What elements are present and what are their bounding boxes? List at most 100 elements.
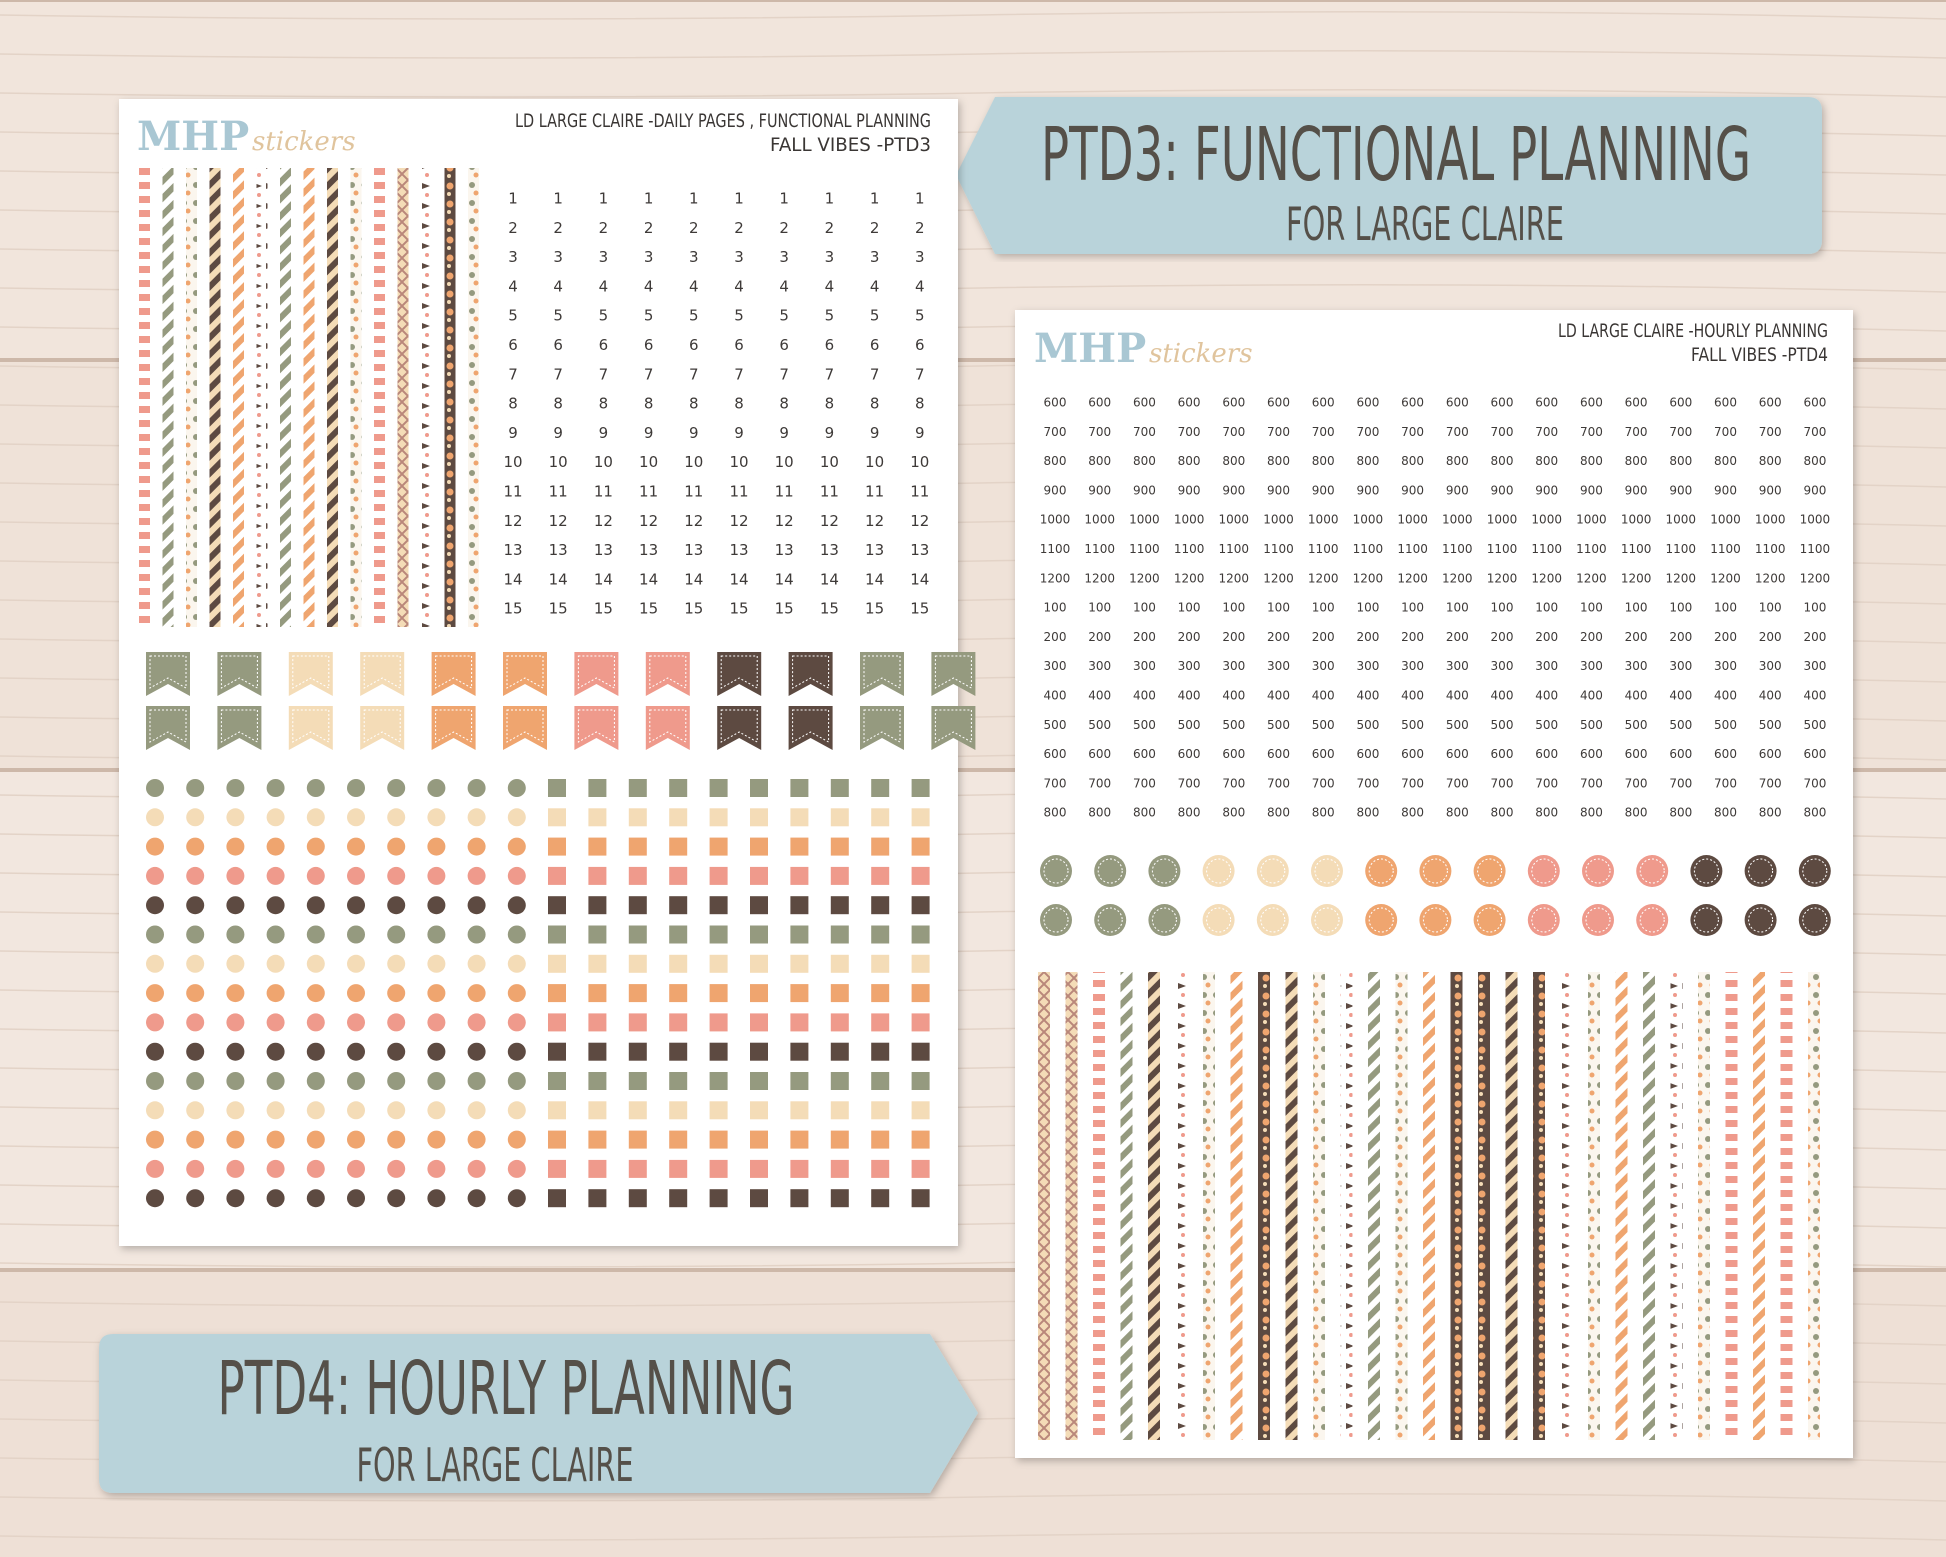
hour-label: 900 xyxy=(1491,483,1514,497)
square-sticker xyxy=(871,1042,890,1061)
square-sticker xyxy=(830,1130,849,1149)
hour-label: 300 xyxy=(1759,659,1782,673)
square-sticker xyxy=(871,1101,890,1120)
hour-label: 1200 xyxy=(1755,571,1786,585)
square-sticker xyxy=(709,954,728,973)
date-number: 2 xyxy=(689,219,699,237)
square-sticker xyxy=(548,837,566,856)
hour-label: 800 xyxy=(1669,454,1692,468)
date-number: 7 xyxy=(553,365,563,383)
dot-sticker xyxy=(347,779,365,797)
date-number: 12 xyxy=(549,512,568,530)
date-number: 9 xyxy=(553,424,563,442)
square-sticker xyxy=(830,837,849,856)
sheet-header: LD LARGE CLAIRE -DAILY PAGES , FUNCTIONA… xyxy=(515,110,931,132)
hour-label: 100 xyxy=(1580,601,1603,615)
hour-label: 800 xyxy=(1044,806,1067,820)
date-number: 7 xyxy=(508,365,518,383)
square-sticker xyxy=(871,1189,890,1208)
dot-sticker xyxy=(186,984,205,1003)
square-sticker xyxy=(790,984,809,1003)
dot-sticker xyxy=(186,1042,205,1061)
date-number: 4 xyxy=(508,277,518,295)
hour-label: 800 xyxy=(1714,806,1737,820)
dot-sticker xyxy=(507,837,526,856)
hour-label: 900 xyxy=(1803,483,1826,497)
hour-label: 700 xyxy=(1133,776,1156,790)
square-sticker xyxy=(750,954,768,973)
dot-sticker xyxy=(186,837,205,856)
hour-label: 700 xyxy=(1222,776,1245,790)
date-number: 11 xyxy=(865,483,884,501)
hour-label: 1000 xyxy=(1084,513,1115,527)
date-number: 6 xyxy=(553,336,563,354)
circle-stitch xyxy=(1422,907,1448,933)
hour-label: 800 xyxy=(1803,454,1826,468)
square-sticker xyxy=(750,1101,768,1120)
date-number: 2 xyxy=(870,219,880,237)
hour-label: 1000 xyxy=(1621,513,1652,527)
hour-label: 700 xyxy=(1178,425,1201,439)
square-sticker xyxy=(790,837,809,856)
washi-strip xyxy=(444,168,456,627)
hour-label: 600 xyxy=(1759,396,1782,410)
dot-sticker xyxy=(387,1159,406,1178)
sheet-header: FALL VIBES -PTD3 xyxy=(770,134,931,156)
dot-sticker xyxy=(387,1072,406,1090)
hour-label: 800 xyxy=(1267,806,1290,820)
date-number: 6 xyxy=(508,336,518,354)
date-number: 13 xyxy=(684,541,703,559)
hour-label: 200 xyxy=(1491,630,1514,644)
date-number: 12 xyxy=(865,512,884,530)
hour-label: 400 xyxy=(1491,689,1514,703)
hour-label: 300 xyxy=(1401,659,1424,673)
square-sticker xyxy=(588,984,607,1003)
hour-label: 700 xyxy=(1759,425,1782,439)
hour-label: 700 xyxy=(1535,425,1558,439)
square-sticker xyxy=(871,779,890,797)
square-sticker xyxy=(709,1101,728,1120)
square-sticker xyxy=(628,1189,647,1208)
date-number: 6 xyxy=(870,336,880,354)
date-number: 3 xyxy=(825,248,835,266)
hour-label: 600 xyxy=(1535,747,1558,761)
square-sticker xyxy=(830,925,849,944)
washi-strip xyxy=(1340,972,1353,1440)
date-number: 15 xyxy=(910,600,929,618)
square-sticker xyxy=(588,779,607,797)
date-number: 8 xyxy=(825,395,835,413)
circle-sticker xyxy=(1690,855,1723,887)
washi-strip xyxy=(1670,972,1683,1440)
hour-label: 1100 xyxy=(1263,542,1294,556)
date-number: 15 xyxy=(684,600,703,618)
hour-label: 900 xyxy=(1267,483,1290,497)
hour-label: 700 xyxy=(1580,776,1603,790)
date-number: 9 xyxy=(734,424,744,442)
date-number: 14 xyxy=(729,570,748,588)
square-sticker xyxy=(588,1042,607,1061)
dot-sticker xyxy=(266,925,285,944)
date-number: 6 xyxy=(734,336,744,354)
square-sticker xyxy=(548,1042,566,1061)
washi-strip xyxy=(1038,972,1050,1440)
sheet-header: LD LARGE CLAIRE -HOURLY PLANNING xyxy=(1558,320,1828,342)
hour-label: 1200 xyxy=(1531,571,1562,585)
hour-label: 800 xyxy=(1714,454,1737,468)
hour-label: 600 xyxy=(1759,747,1782,761)
dot-sticker xyxy=(266,896,285,915)
date-number: 11 xyxy=(549,483,568,501)
square-sticker xyxy=(669,984,688,1003)
dot-sticker xyxy=(306,1130,325,1149)
circle-sticker xyxy=(1094,855,1127,887)
flag-stitch xyxy=(792,709,830,743)
date-number: 7 xyxy=(689,365,699,383)
hour-label: 1000 xyxy=(1129,513,1160,527)
hour-label: 700 xyxy=(1625,425,1648,439)
circle-stitch xyxy=(1802,907,1828,933)
date-number: 5 xyxy=(553,307,563,325)
date-number: 10 xyxy=(729,453,748,471)
hour-label: 200 xyxy=(1446,630,1469,644)
circle-stitch xyxy=(1151,907,1177,933)
hour-label: 700 xyxy=(1133,425,1156,439)
hour-label: 1100 xyxy=(1531,542,1562,556)
